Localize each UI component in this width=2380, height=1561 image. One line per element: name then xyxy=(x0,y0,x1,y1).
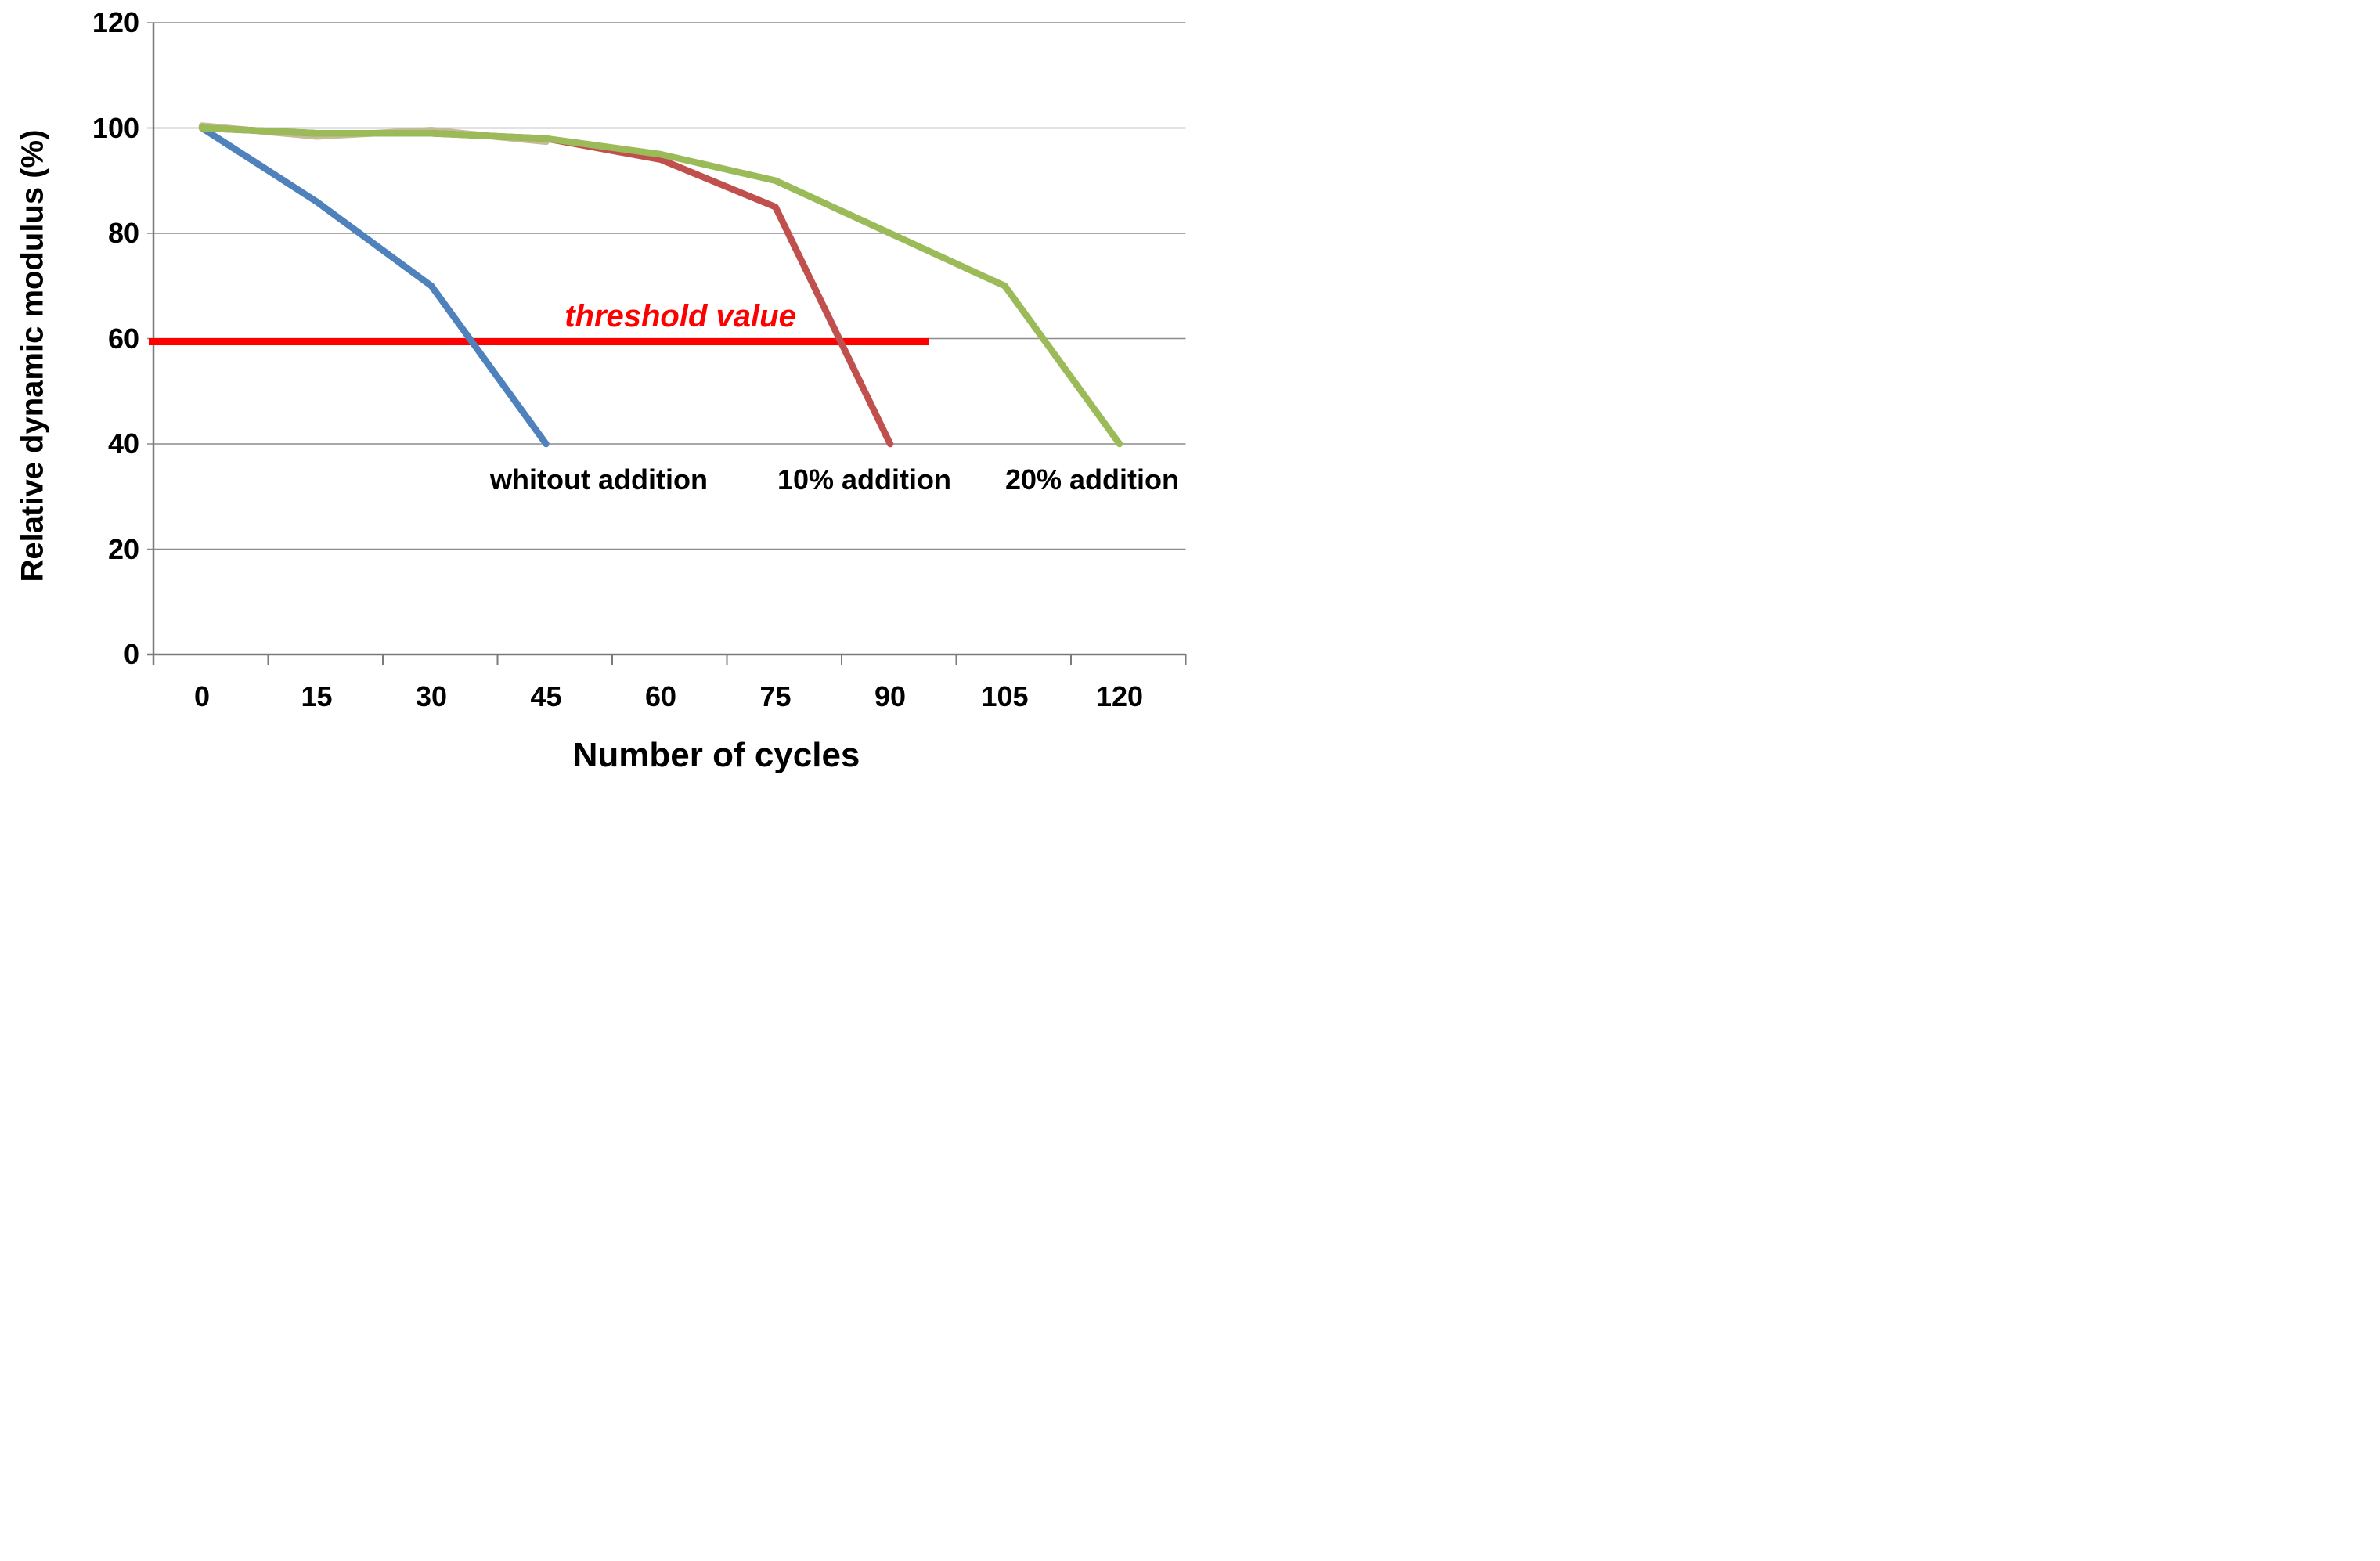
x-tick-label-60: 60 xyxy=(644,680,677,712)
y-tick-label-120: 120 xyxy=(92,6,139,38)
threshold-value-annotation: threshold value xyxy=(564,299,796,333)
x-tick-label-105: 105 xyxy=(981,680,1029,712)
x-tick-label-45: 45 xyxy=(530,680,562,712)
y-tick-label-100: 100 xyxy=(92,111,139,144)
x-axis-title: Number of cycles xyxy=(572,736,860,774)
plot-area xyxy=(147,22,1187,665)
x-tick-label-15: 15 xyxy=(301,680,333,712)
y-tick-label-20: 20 xyxy=(107,532,139,565)
x-tick-label-30: 30 xyxy=(415,680,448,712)
x-tick-label-75: 75 xyxy=(759,680,792,712)
y-tick-label-60: 60 xyxy=(107,322,139,355)
series-line-20-percent xyxy=(198,124,1123,448)
series-line-10-percent xyxy=(198,124,894,448)
y-tick-label-40: 40 xyxy=(107,427,139,460)
series-label-without-addition: whitout addition xyxy=(490,463,708,496)
y-axis-title: Relative dynamic modulus (%) xyxy=(15,129,50,582)
line-chart: Relative dynamic modulus (%) Number of c… xyxy=(0,0,1190,780)
y-tick-label-80: 80 xyxy=(107,217,139,249)
x-tick-label-120: 120 xyxy=(1095,680,1144,712)
series-label-10-percent-addition: 10% addition xyxy=(777,463,952,496)
x-tick-label-90: 90 xyxy=(874,680,907,712)
series-line-without-addition xyxy=(198,124,550,448)
y-tick-label-0: 0 xyxy=(123,638,139,670)
series-label-20-percent-addition: 20% addition xyxy=(1004,463,1180,496)
x-tick-label-0: 0 xyxy=(193,680,211,712)
